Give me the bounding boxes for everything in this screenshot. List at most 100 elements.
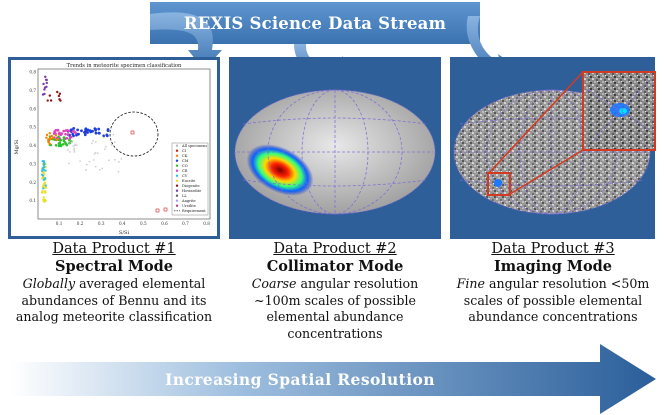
description-text: averaged elemental abundances of Bennu a… (15, 276, 213, 325)
plot-legend (171, 142, 209, 216)
data-point (113, 158, 116, 161)
y-tick-label: 0.4 (29, 143, 36, 148)
data-point (45, 133, 49, 137)
legend-entry: CM (182, 159, 189, 163)
x-tick-label: 0.1 (56, 221, 63, 226)
data-point (98, 168, 101, 171)
data-point (85, 163, 88, 166)
data-point (50, 134, 54, 138)
data-point (56, 90, 59, 94)
data-point (57, 135, 60, 139)
data-point (112, 133, 115, 136)
y-tick-label: 0.7 (29, 88, 36, 93)
data-point (92, 140, 95, 142)
legend-marker (175, 179, 179, 182)
x-axis-label: S/Si (119, 230, 130, 236)
data-point (94, 141, 97, 143)
data-point (93, 153, 96, 155)
product-mode: Collimator Mode (266, 258, 404, 275)
description-emphasis: Globally (22, 276, 76, 291)
plot-frame (37, 68, 211, 220)
data-point (155, 208, 160, 213)
x-tick-label: 0.2 (77, 221, 84, 226)
description-emphasis: Coarse (251, 276, 297, 291)
data-point (72, 136, 74, 139)
bottom-arrow (10, 344, 656, 414)
data-point (83, 133, 87, 137)
data-point (64, 132, 67, 136)
data-point (130, 130, 135, 135)
data-point (88, 160, 91, 163)
data-point (54, 133, 58, 137)
data-point (43, 88, 46, 91)
data-point (49, 137, 53, 141)
product-title: Data Product #1 (52, 241, 176, 257)
description-text: angular resolution <50m scales of possib… (463, 276, 650, 325)
imaging-map-panel (450, 57, 656, 239)
data-point (85, 169, 87, 171)
data-point (92, 159, 95, 161)
banner-title: REXIS Science Data Stream (183, 13, 447, 33)
data-point (58, 92, 62, 95)
data-point (43, 162, 46, 165)
data-point (72, 145, 75, 148)
data-point (64, 142, 68, 146)
data-point (42, 182, 46, 186)
scatter-plot: Trends in meteorite specimen classificat… (8, 57, 220, 239)
data-point (97, 127, 101, 131)
data-point (94, 128, 97, 132)
resolution-arrow-label: Increasing Spatial Resolution (165, 369, 435, 389)
legend-entry: LL (182, 194, 187, 198)
data-point (120, 157, 123, 160)
description-text: angular resolution ~100m scales of possi… (254, 276, 419, 341)
data-point (45, 81, 49, 85)
x-tick-label: 0.5 (140, 221, 147, 226)
legend-marker (175, 154, 179, 157)
data-point (61, 142, 65, 146)
legend-marker (175, 184, 179, 187)
data-point (64, 129, 68, 132)
product-title: Data Product #3 (491, 241, 615, 257)
legend-marker (175, 164, 179, 167)
x-tick-label: 0.3 (98, 221, 105, 226)
product-caption-1: Data Product #1 Spectral Mode Globally a… (7, 241, 221, 326)
data-point (67, 138, 71, 142)
data-point (62, 129, 65, 133)
legend-entry: Requirement (182, 209, 206, 213)
data-point (59, 133, 63, 137)
legend-marker (175, 199, 179, 202)
collimator-map-panel (229, 57, 441, 239)
data-point (47, 140, 50, 144)
y-tick-label: 0.2 (29, 180, 36, 185)
data-point (113, 141, 116, 144)
data-point (163, 207, 168, 212)
data-point (43, 92, 46, 96)
data-point (48, 94, 52, 97)
y-tick-label: 0.6 (29, 106, 36, 111)
data-point (45, 136, 48, 139)
legend-marker (175, 194, 179, 197)
legend-marker (175, 204, 179, 207)
data-point (54, 128, 58, 132)
data-point (58, 141, 62, 145)
curved-arrow-icon (150, 12, 222, 70)
data-point (67, 129, 71, 133)
data-point (51, 136, 55, 139)
legend-marker (175, 159, 179, 162)
product-caption-3: Data Product #3 Imaging Mode Fine angula… (446, 241, 660, 326)
data-point (53, 138, 56, 141)
data-point (71, 130, 75, 133)
data-point (104, 148, 106, 151)
data-point (68, 150, 71, 153)
legend-marker (175, 169, 179, 172)
y-tick-label: 0.1 (29, 198, 36, 203)
product-title: Data Product #2 (273, 241, 397, 257)
data-point (42, 187, 45, 190)
data-point (97, 131, 101, 135)
legend-entry: CR (182, 169, 188, 173)
data-point (73, 144, 76, 147)
data-point (79, 160, 81, 163)
data-point (106, 129, 110, 132)
y-tick-label: 0.5 (29, 125, 36, 130)
data-point (42, 196, 45, 199)
